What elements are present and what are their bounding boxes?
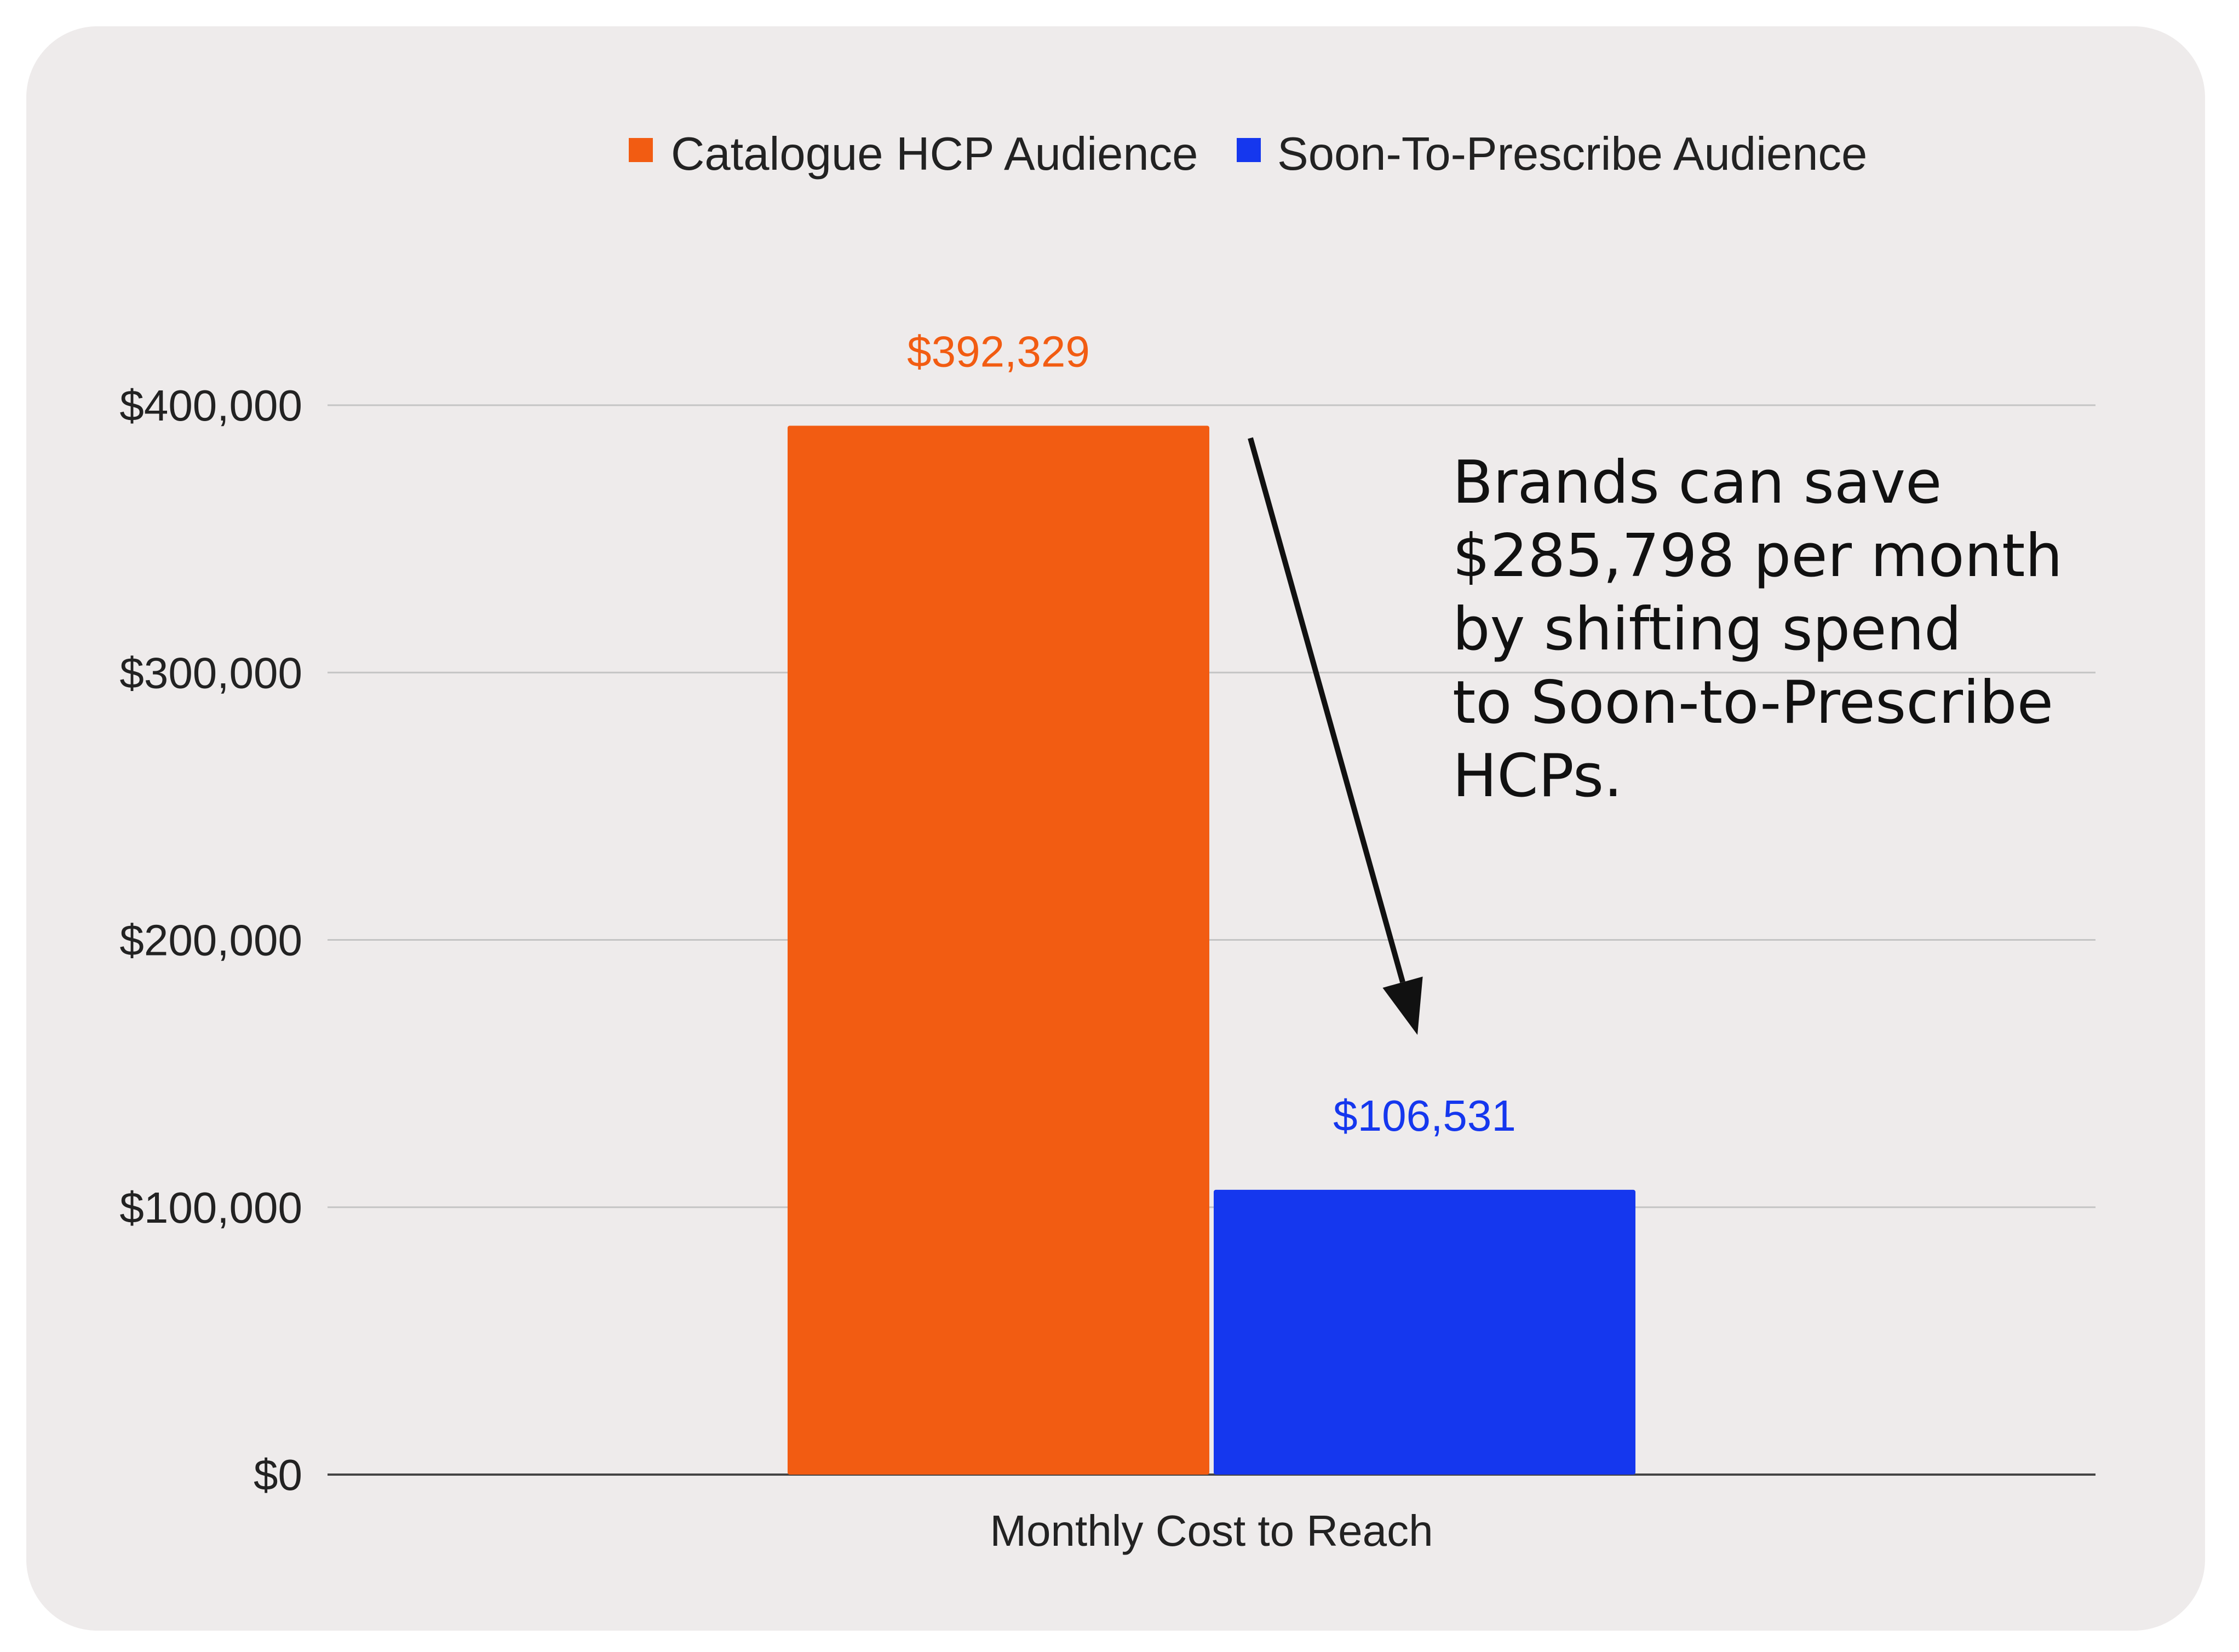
x-axis-category-label: Monthly Cost to Reach [990,1506,1433,1555]
y-axis-tick-labels: $0 $100,000 $200,000 $300,000 $400,000 [119,381,302,1499]
annotation-line-5: HCPs. [1453,742,1622,810]
bar-soon-to-prescribe-audience [1214,1189,1635,1475]
bars [788,425,1635,1475]
annotation-line-4: to Soon-to-Prescribe [1453,669,2053,737]
arrow-head [1382,976,1423,1035]
annotation-line-1: Brands can save [1453,448,1942,517]
y-tick-label-2: $200,000 [119,916,302,965]
legend-label-soon-to-prescribe-audience: Soon-To-Prescribe Audience [1277,128,1867,180]
data-label-soon-to-prescribe-audience: $106,531 [1333,1091,1516,1140]
data-label-catalogue-hcp-audience: $392,329 [907,327,1090,376]
legend: Catalogue HCP Audience Soon-To-Prescribe… [629,128,1867,180]
legend-swatch-soon-to-prescribe-audience [1237,138,1261,162]
gridlines [328,404,2096,1476]
savings-arrow-icon [1248,437,1423,1035]
y-tick-label-1: $100,000 [119,1183,302,1232]
annotation-line-2: $285,798 per month [1453,522,2063,590]
arrow-shaft [1248,437,1405,983]
bar-catalogue-hcp-audience [788,425,1209,1475]
y-tick-label-3: $300,000 [119,648,302,697]
savings-annotation: Brands can save $285,798 per month by sh… [1453,448,2063,810]
data-labels: $392,329 $106,531 [907,327,1516,1139]
y-tick-label-0: $0 [254,1450,302,1499]
y-tick-label-4: $400,000 [119,381,302,430]
legend-label-catalogue-hcp-audience: Catalogue HCP Audience [671,128,1198,180]
legend-swatch-catalogue-hcp-audience [629,138,653,162]
annotation-line-3: by shifting spend [1453,595,1962,664]
